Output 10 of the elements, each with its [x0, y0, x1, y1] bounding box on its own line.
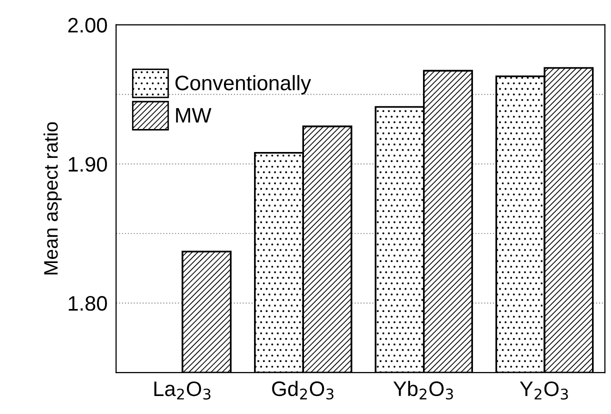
y-axis-title: Mean aspect ratio: [44, 122, 62, 274]
y-tick-label: 1.90: [68, 156, 107, 172]
legend-label: Conventionally: [175, 75, 312, 94]
x-tick-label: La$_{2}$O$_{3}$: [154, 381, 210, 400]
legend-label: MW: [176, 108, 212, 122]
x-tick-label: Yb$_{2}$O$_{3}$: [393, 380, 453, 400]
y-tick-label: 2.00: [68, 18, 107, 33]
x-tick-label: Y$_{2}$O$_{3}$: [520, 381, 568, 400]
x-tick-label: Gd$_{2}$O$_{3}$: [272, 380, 334, 400]
y-tick-label: 1.80: [68, 296, 107, 311]
